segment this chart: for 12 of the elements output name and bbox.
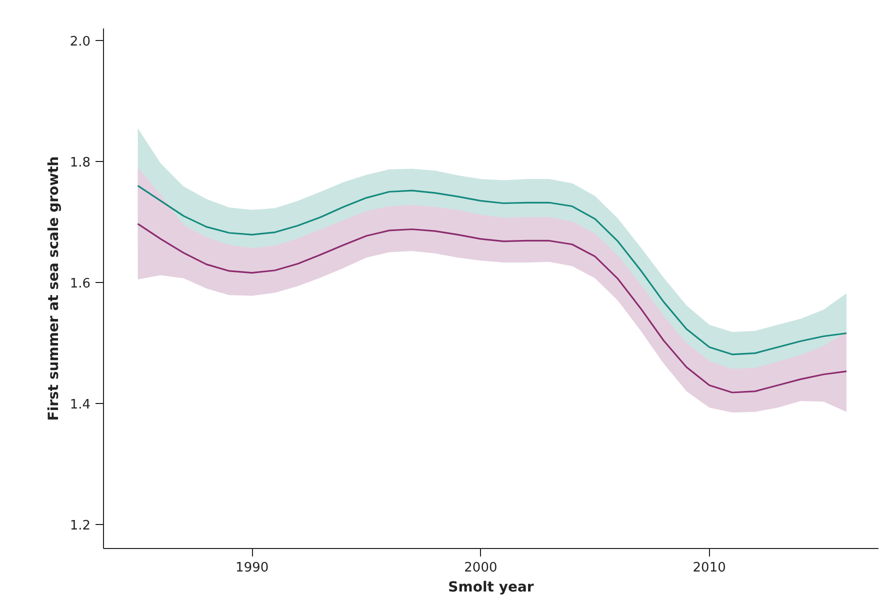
x-tick-label: 2000 <box>464 560 498 576</box>
line-series <box>136 184 848 356</box>
y-tick-label: 1.6 <box>70 276 91 292</box>
y-axis-title: First summer at sea scale growth <box>46 156 62 421</box>
y-tick-label: 2.0 <box>70 34 91 50</box>
x-axis-title: Smolt year <box>448 580 534 596</box>
x-tick-label: 2010 <box>692 560 726 576</box>
x-tick-label: 1990 <box>236 560 269 576</box>
y-tick-label: 1.2 <box>70 518 91 534</box>
line-series <box>136 223 848 394</box>
y-tick-label: 1.4 <box>70 397 91 412</box>
y-tick-label: 1.8 <box>70 156 91 171</box>
